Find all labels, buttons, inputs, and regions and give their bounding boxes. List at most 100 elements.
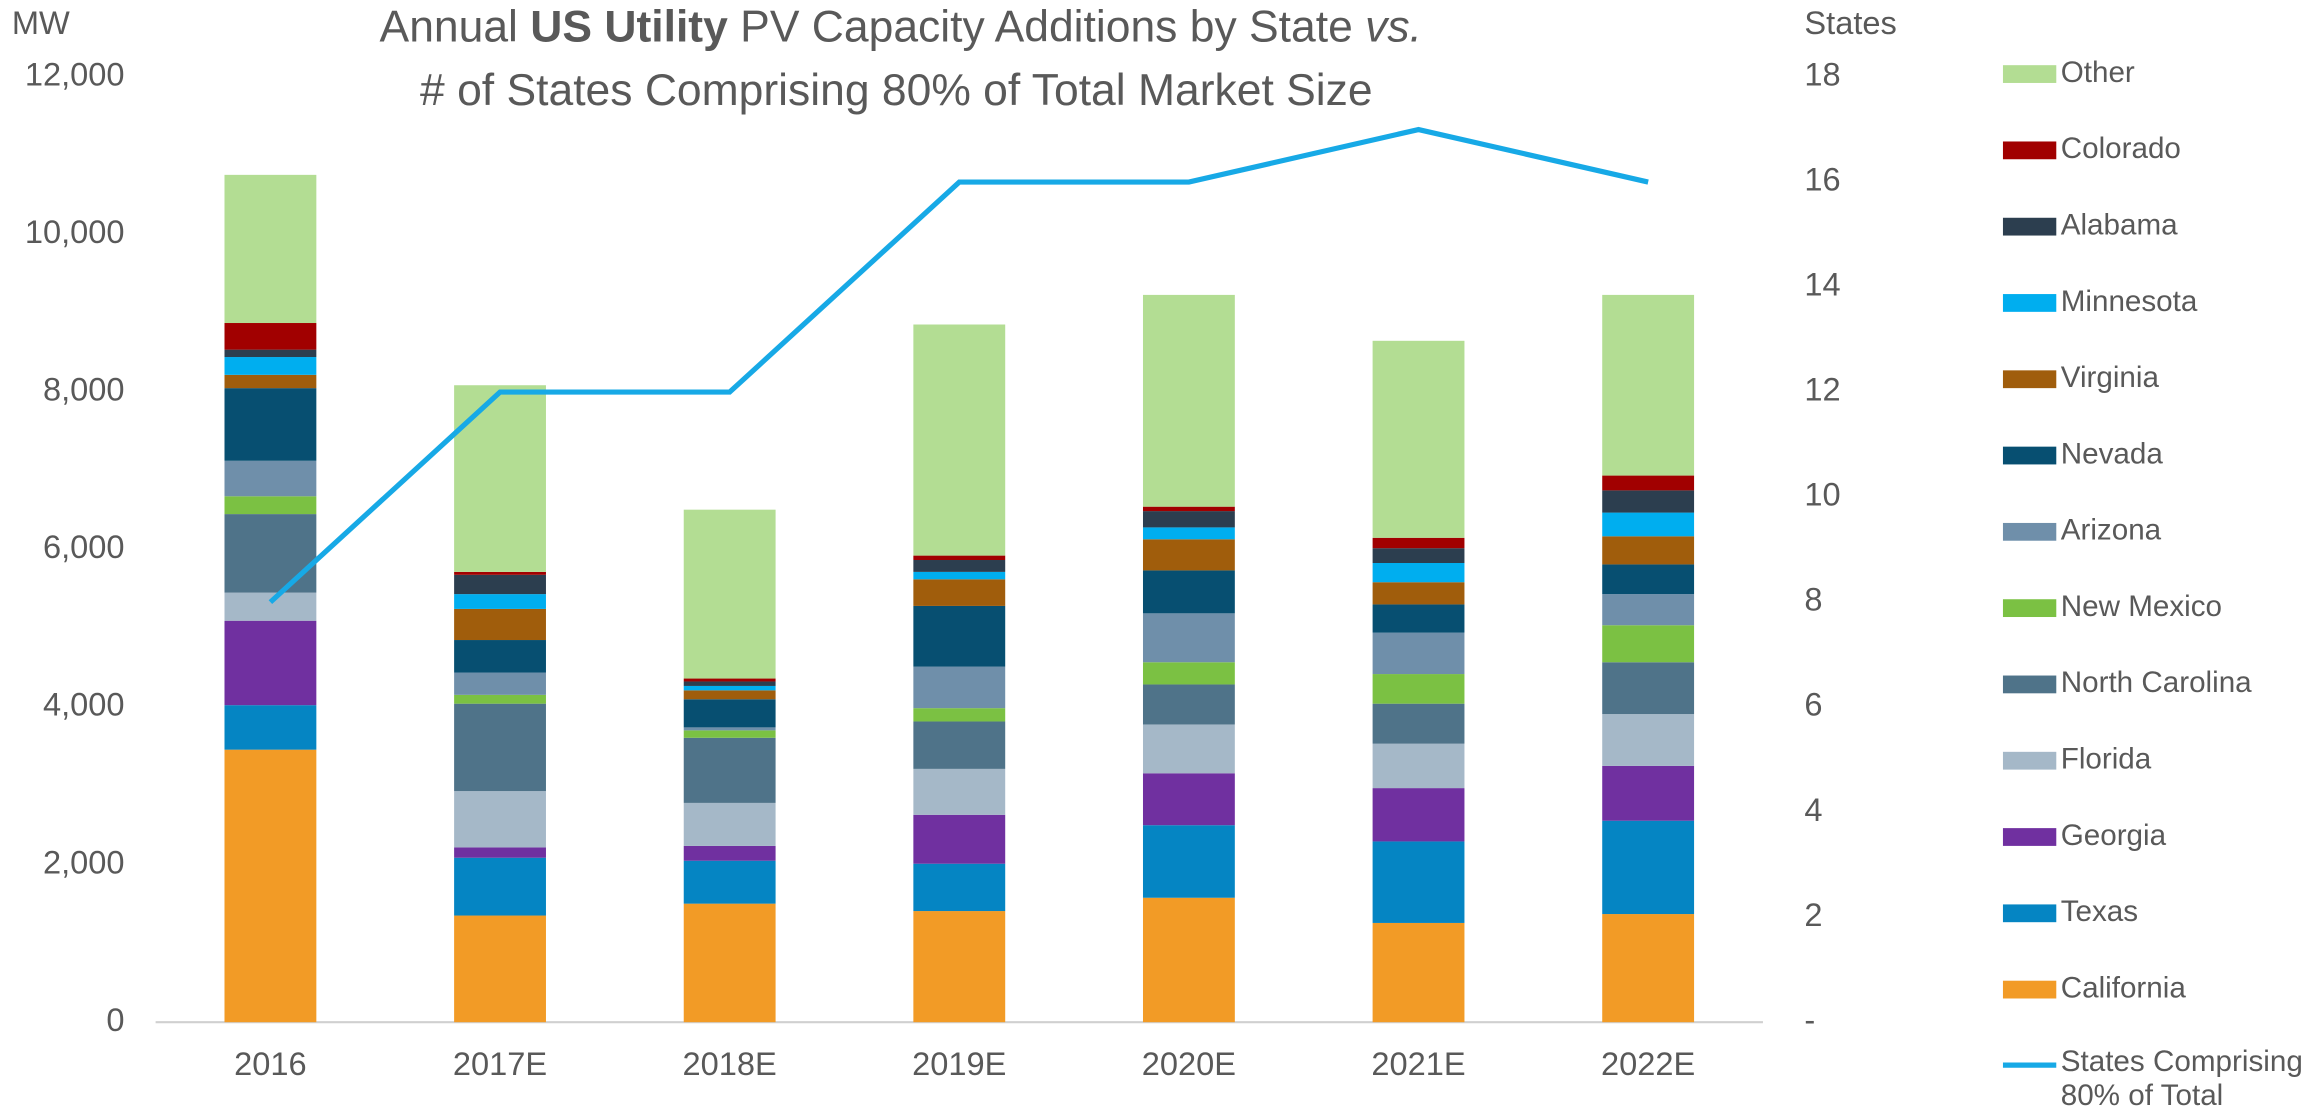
legend-swatch [2002, 828, 2057, 846]
bar-segment [1602, 765, 1695, 821]
legend-label: Colorado [2061, 132, 2181, 165]
bar-segment [683, 860, 776, 904]
legend-label: Minnesota [2061, 285, 2198, 318]
bar-segment [224, 705, 317, 750]
bar-segment [1142, 294, 1235, 507]
bar-segment [1602, 536, 1695, 565]
bar-segment [913, 571, 1006, 580]
bar-segment [454, 857, 546, 916]
bar-segment [454, 385, 546, 572]
bar-segment [1372, 703, 1465, 744]
bar-segment [224, 514, 317, 593]
bar-segment [1142, 511, 1235, 528]
bar-segment [683, 699, 776, 728]
legend-label: States Comprising 80% of Total [2060, 1045, 2303, 1113]
bar-segment [1142, 724, 1235, 774]
bar-segment [1142, 506, 1235, 512]
bar-segment [913, 579, 1006, 606]
bar-segment [913, 555, 1006, 561]
bar-segment [224, 749, 317, 1023]
bar-segment [1142, 539, 1235, 571]
bar-segment [454, 640, 546, 673]
bar-segment [1602, 625, 1695, 663]
bar-segment [1372, 922, 1465, 1023]
legend-label: Alabama [2061, 208, 2178, 241]
bar-segment [224, 374, 317, 389]
legend-swatch [2002, 751, 2057, 770]
bar-segment [1602, 820, 1695, 915]
bar-segment [454, 672, 546, 695]
bar-segment [224, 496, 317, 515]
y2-tick-label: 10 [1804, 476, 1840, 513]
bar-segment [1142, 570, 1235, 614]
y-tick-label: 10,000 [25, 213, 125, 250]
y-tick-label: 0 [106, 1001, 124, 1038]
x-tick-label: 2018E [683, 1045, 777, 1082]
bar-segment [913, 911, 1006, 1023]
bar-segment [1142, 897, 1235, 1023]
bar-segment [683, 681, 776, 686]
bar-segment [683, 845, 776, 861]
bar-segment [913, 560, 1006, 572]
legend-label-box: States Comprising 80% of Total [2060, 1045, 2303, 1113]
y2-tick-label: - [1804, 1001, 1815, 1038]
bar-segment [683, 690, 776, 700]
legend-swatch [2002, 904, 2057, 923]
line-series [268, 126, 1649, 605]
bar-segment [913, 863, 1006, 912]
bar-segment [224, 349, 317, 358]
bar-segment [454, 694, 546, 704]
y2-tick-label: 2 [1804, 896, 1822, 933]
bar-segment [454, 915, 546, 1023]
y-tick-label: 2,000 [43, 843, 125, 880]
y-tick-label: 6,000 [43, 528, 125, 565]
y2-tick-label: 14 [1804, 266, 1840, 303]
bar-segment [224, 620, 317, 706]
y2-tick-label: 4 [1804, 791, 1822, 828]
legend-label: Florida [2061, 743, 2152, 776]
bar-segment [454, 847, 546, 858]
legend-swatch [2002, 446, 2057, 465]
bar-segment [224, 357, 317, 375]
bar-segment [683, 678, 776, 682]
bar-segment [683, 737, 776, 803]
bar-segment [224, 323, 317, 350]
x-tick-label: 2017E [453, 1045, 547, 1082]
x-tick-label: 2021E [1371, 1045, 1465, 1082]
legend-label: Nevada [2061, 437, 2164, 470]
legend-swatch [2002, 980, 2057, 999]
bar-segment [454, 608, 546, 641]
y-tick-label: 4,000 [43, 686, 125, 723]
bar-segment [913, 721, 1006, 769]
legend-label: Georgia [2061, 819, 2167, 852]
bar-segment [1372, 582, 1465, 605]
y2-tick-label: 8 [1804, 581, 1822, 618]
y2-tick-label: 6 [1804, 686, 1822, 723]
legend-swatch [2002, 522, 2057, 541]
bar-segment [913, 814, 1006, 864]
bar-segment [454, 703, 546, 792]
bar-segment [1142, 527, 1235, 540]
bar-segment [1142, 662, 1235, 685]
bar-segment [683, 903, 776, 1023]
legend-swatch [2002, 141, 2057, 160]
legend-label: Arizona [2061, 514, 2162, 547]
chart-subtitle: # of States Comprising 80% of Total Mark… [420, 66, 1373, 115]
legend-swatch [2002, 675, 2057, 694]
bar-segment [1602, 594, 1695, 626]
y2-tick-label: 12 [1804, 371, 1840, 408]
x-tick-label: 2020E [1142, 1045, 1236, 1082]
bar-segment [1602, 914, 1695, 1023]
bar-segment [913, 768, 1006, 815]
bar-segment [1602, 564, 1695, 595]
y2-tick-label: 16 [1804, 161, 1840, 198]
bar-segment [454, 791, 546, 848]
bar-segment [913, 666, 1006, 709]
bar-segment [1602, 294, 1695, 476]
y-tick-label: 12,000 [25, 56, 125, 93]
legend-label: California [2061, 971, 2187, 1004]
legend-swatch [2002, 217, 2057, 236]
legend-swatch [2002, 294, 2057, 312]
bar-segment [454, 594, 546, 609]
